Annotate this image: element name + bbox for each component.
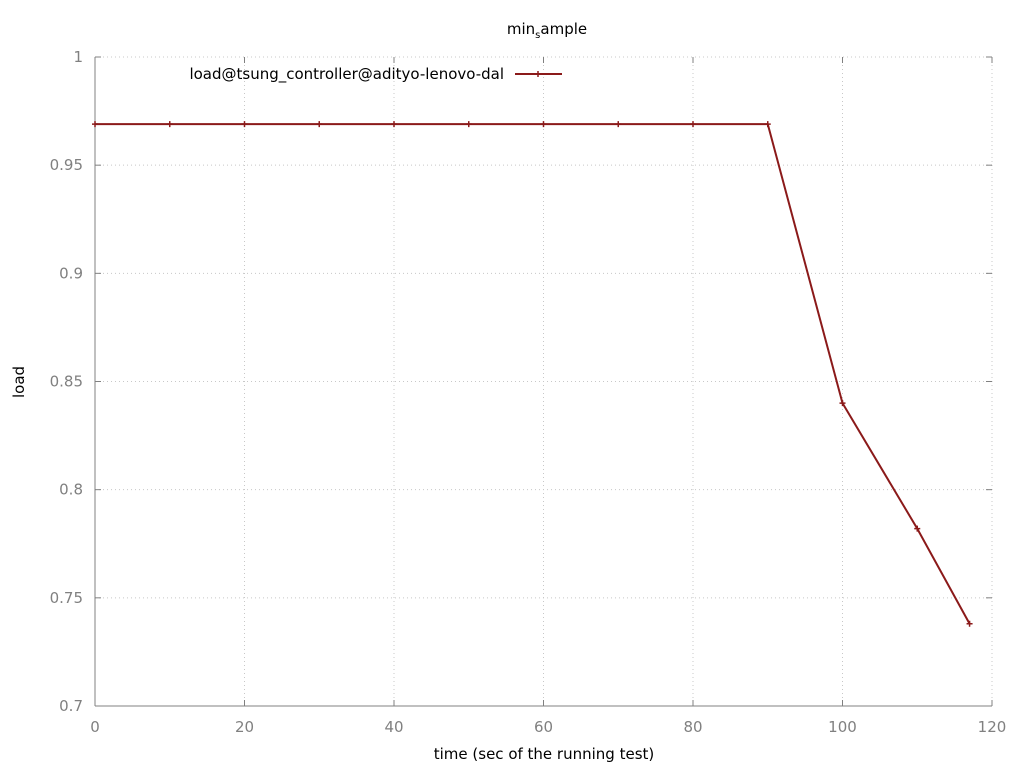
series-layer (92, 121, 973, 627)
data-point (914, 525, 921, 532)
legend-label: load@tsung_controller@adityo-lenovo-dal (189, 65, 504, 84)
data-point (241, 121, 248, 128)
x-tick-label: 60 (534, 718, 553, 736)
data-point (316, 121, 323, 128)
legend: load@tsung_controller@adityo-lenovo-dal (189, 65, 562, 84)
y-tick-label: 0.75 (50, 589, 83, 607)
x-tick-label: 80 (683, 718, 702, 736)
x-tick-label: 20 (235, 718, 254, 736)
y-ticks: 0.7 0.75 0.8 0.85 0.9 0.95 1 (50, 48, 992, 715)
x-tick-label: 40 (384, 718, 403, 736)
data-point (615, 121, 622, 128)
y-tick-label: 0.95 (50, 156, 83, 174)
chart-title-main: min (506, 20, 536, 38)
y-tick-label: 0.85 (50, 373, 83, 391)
data-point (166, 121, 173, 128)
grid (95, 56, 993, 706)
y-tick-label: 0.8 (59, 481, 83, 499)
y-tick-label: 0.9 (59, 264, 83, 282)
x-tick-label: 120 (978, 718, 1007, 736)
data-point (540, 121, 547, 128)
data-point (764, 121, 771, 128)
x-tick-label: 100 (828, 718, 857, 736)
y-axis-label: load (10, 366, 28, 398)
y-tick-label: 1 (73, 48, 83, 66)
legend-marker (535, 71, 541, 77)
x-tick-label: 0 (90, 718, 100, 736)
data-point (966, 620, 973, 627)
data-point (465, 121, 472, 128)
chart-title-rest: ample (540, 20, 588, 38)
x-axis-label: time (sec of the running test) (434, 745, 655, 763)
data-point (391, 121, 397, 128)
data-point (690, 121, 696, 128)
x-ticks: 0 20 40 60 80 100 120 (90, 57, 1006, 736)
data-point (92, 121, 98, 128)
data-point (839, 400, 846, 407)
chart-title: minsample (0, 20, 1024, 41)
series-line (95, 123, 971, 625)
chart-title-subscript: s (535, 30, 541, 41)
y-tick-label: 0.7 (59, 697, 83, 715)
